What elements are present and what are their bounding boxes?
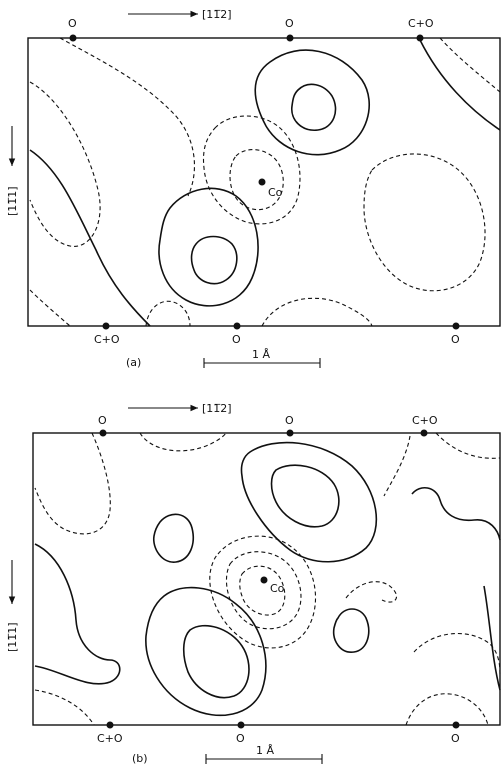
panel-b: [11̅2] [11̅1] O O C+O: [6, 402, 501, 765]
bottom-atom-dot-a-1: [102, 322, 110, 330]
contour-lines-a: [29, 37, 501, 327]
center-atom-label-b: Co: [270, 582, 285, 595]
bottom-atom-dot-b-3: [452, 721, 460, 729]
top-atom-label-a-2: O: [285, 17, 294, 30]
top-atom-label-a-1: O: [68, 17, 77, 30]
bottom-atom-label-a-1: C+O: [94, 333, 120, 346]
bottom-atom-label-a-2: O: [232, 333, 241, 346]
center-atom-label-a: Co: [268, 186, 283, 199]
bottom-atom-label-b-2: O: [236, 732, 245, 745]
top-atom-label-b-1: O: [98, 414, 107, 427]
panel-a: [11̅2] [11̅1] O O C+O: [6, 8, 501, 369]
top-atom-label-b-2: O: [285, 414, 294, 427]
direction-label-top-a: [11̅2]: [202, 8, 232, 21]
top-atom-label-b-3: C+O: [412, 414, 438, 427]
bottom-atom-dot-b-2: [237, 721, 245, 729]
direction-label-side-b: [11̅1]: [6, 622, 19, 652]
bottom-atom-dot-b-1: [106, 721, 114, 729]
contour-frame-b: [32, 432, 501, 726]
panel-label-a: (a): [126, 356, 141, 369]
scale-bar-a: [203, 358, 321, 368]
scale-label-b: 1 Å: [256, 744, 274, 757]
bottom-atom-label-b-3: O: [451, 732, 460, 745]
bottom-atom-dot-a-2: [233, 322, 241, 330]
scale-bar-b: [205, 754, 323, 764]
direction-label-top-b: [11̅2]: [202, 402, 232, 415]
panel-label-b: (b): [132, 752, 148, 765]
contour-frame-a: [27, 37, 501, 327]
bottom-atom-label-b-1: C+O: [97, 732, 123, 745]
bottom-atom-dot-a-3: [452, 322, 460, 330]
center-atom-dot-b: [260, 576, 268, 584]
contour-lines-b: [34, 432, 501, 726]
bottom-atom-label-a-3: O: [451, 333, 460, 346]
top-atom-label-a-3: C+O: [408, 17, 434, 30]
center-atom-dot-a: [258, 178, 266, 186]
scale-label-a: 1 Å: [252, 348, 270, 361]
direction-label-side-a: [11̅1]: [6, 186, 19, 216]
